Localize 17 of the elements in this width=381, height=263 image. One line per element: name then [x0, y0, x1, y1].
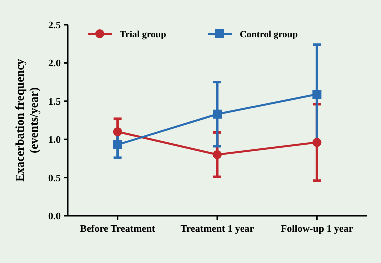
- legend-label: Control group: [240, 30, 298, 40]
- legend-label: Trial group: [120, 30, 166, 40]
- y-tick-label: 1.0: [48, 135, 61, 146]
- y-tick-label: 2.5: [48, 20, 61, 32]
- point: [113, 140, 122, 150]
- y-tick-label: 2.0: [48, 58, 61, 70]
- x-tick-label: Follow-up 1 year: [281, 224, 354, 235]
- x-tick-label: Before Treatment: [80, 224, 156, 235]
- x-tick-label: Treatment 1 year: [180, 224, 255, 235]
- point: [213, 150, 222, 160]
- y-tick-label: 0.0: [48, 212, 61, 222]
- point: [312, 90, 322, 100]
- point: [113, 127, 122, 136]
- y-axis-title: Exacerbation frequency (events/year): [13, 59, 41, 182]
- y-tick-label: 1.5: [48, 96, 61, 108]
- y-tick-label: 0.5: [48, 173, 61, 184]
- point: [213, 110, 222, 119]
